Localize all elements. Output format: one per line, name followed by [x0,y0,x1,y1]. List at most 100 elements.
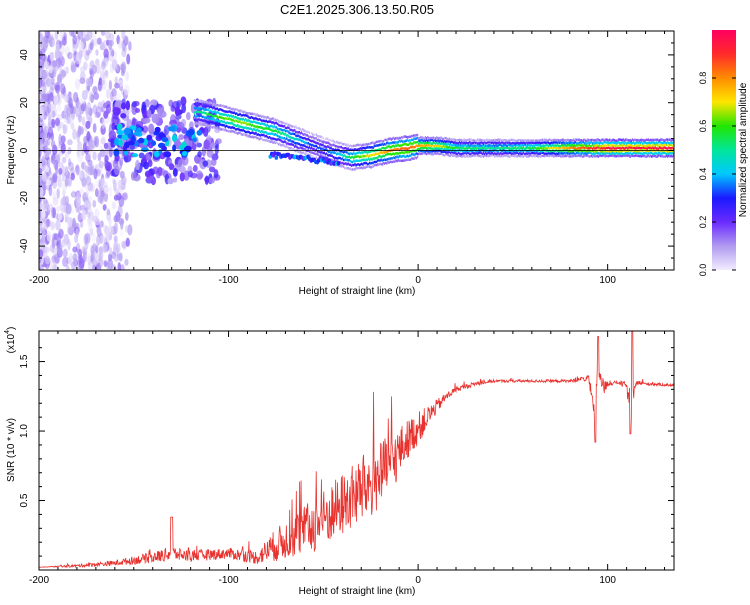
spectrogram-cell [488,151,490,155]
spectrogram-cell [297,138,299,141]
spectrogram-cell [218,119,221,123]
spectrogram-cell [511,142,513,145]
spectrogram-cell [207,101,209,105]
spectrogram-cell [664,149,667,153]
spectrogram-cell [612,154,614,157]
spectrogram-cell [340,157,343,161]
spectrogram-cell [381,155,383,158]
spectrogram-cell [533,144,536,147]
spectrogram-cell [531,141,534,145]
spectrogram-cell [579,144,581,147]
spectrogram-cell [494,138,496,141]
spectrogram-cell [480,139,482,142]
spectrogram-cell [343,162,346,165]
spectrogram-cell [664,155,667,158]
spectrogram-cell [256,121,258,124]
spectrogram-cell [367,157,370,160]
spectrogram-cell [594,155,596,158]
spectrogram-cell [341,154,344,157]
spectrogram-cell [275,133,278,137]
spectrogram-cell [664,152,667,155]
spectrogram-cell [437,142,439,146]
spectrogram-cell [631,146,634,149]
spectrogram-cell [366,143,369,146]
spectrogram-cell [444,140,446,143]
spectrogram-cell [316,150,319,153]
spectrogram-cell [256,117,258,121]
spectrogram-cell [630,139,633,143]
spectrogram-cell [198,118,200,121]
spectrogram-cell [585,150,587,153]
spectrogram-cell [654,144,656,147]
spectrogram-cell [517,152,520,156]
spectrogram-cell [655,141,658,144]
spectrogram-cell [315,156,318,159]
spectrogram-cell [42,44,46,55]
spectrogram-cell [432,136,435,139]
spectrogram-cell [76,248,83,256]
spectrogram-cell [384,143,387,146]
spectrogram-cell [283,137,286,140]
spectrogram-cell [44,255,51,265]
spectrogram-cell [113,148,120,157]
spectrogram-cell [312,133,314,136]
spectrogram-cell [461,138,463,142]
spectrogram-cell [408,158,411,161]
spectrogram-cell [301,144,304,147]
spectrogram-cell [641,154,644,158]
spectrogram-cell [475,149,478,153]
spectrogram-cell [506,152,509,155]
spectrogram-cell [533,154,536,158]
spectrogram-cell [571,146,573,149]
spectrogram-cell [660,146,662,150]
spectrogram-cell [200,103,203,106]
spectrogram-cell [207,108,209,111]
spectrogram-cell [161,145,167,152]
spectrogram-cell [616,141,619,144]
spectrogram-cell [480,155,482,158]
spectrogram-cell [528,151,530,155]
spectrogram-cell [502,138,504,142]
spectrogram-cell [204,108,206,112]
spectrogram-cell [458,138,461,142]
spectrogram-cell [548,143,551,147]
spectrogram-cell [231,108,233,111]
spectrogram-cell [500,139,503,142]
spectrogram-cell [265,127,267,130]
snr-multiplier: (x104) [4,327,17,354]
spectrogram-cell [488,144,490,147]
spectrogram-cell [179,172,185,182]
spectrogram-cell [389,146,391,149]
spectrogram-cell [652,143,654,147]
spectrogram-cell [68,252,73,263]
spectrogram-cell [657,141,660,144]
spectrogram-cell [372,157,374,160]
spectrogram-cell [447,142,449,146]
spectrogram-cell [331,148,333,151]
spectrogram-cell [575,138,578,141]
spectrogram-cell [481,154,484,158]
spectrogram-cell [322,152,324,155]
spectrogram-cell [503,154,505,157]
spectrogram-cell [365,154,368,158]
spectrogram-cell [564,139,567,142]
spectrogram-cell [441,145,444,149]
spectrogram-cell [484,144,487,148]
spectrogram-cell [537,141,539,145]
spectrogram-cell [661,154,663,158]
spectrogram-cell [264,123,266,126]
spectrogram-cell [374,152,377,155]
spectrogram-cell [44,165,50,173]
spectrogram-cell [640,140,643,144]
spectrogram-cell [365,146,368,149]
spectrogram-cell [565,141,568,144]
spectrogram-cell [247,115,249,118]
spectrogram-cell [548,142,551,145]
spectrogram-cell [436,136,438,139]
spectrogram-cell [555,152,557,155]
spectrogram-cell [588,142,590,145]
spectrogram-cell [395,148,397,151]
spectrogram-cell [208,124,211,128]
spectrogram-cell [154,126,161,133]
spectrogram-cell [324,148,327,151]
